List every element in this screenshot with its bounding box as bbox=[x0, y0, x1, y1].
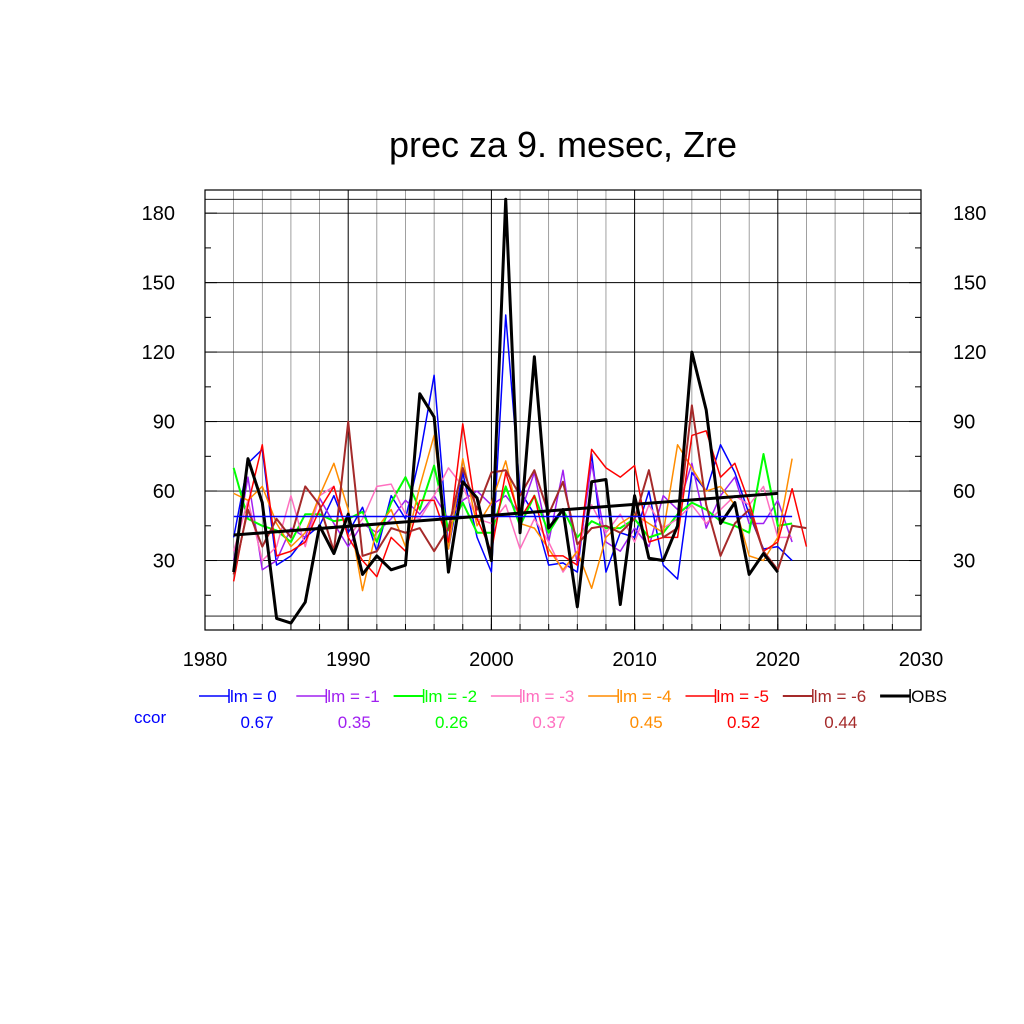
x-tick-label: 2030 bbox=[899, 649, 944, 671]
ccor-value: 0.67 bbox=[240, 713, 273, 732]
y-tick-label-left: 180 bbox=[142, 203, 175, 225]
legend-label: lm = -4 bbox=[619, 687, 671, 706]
ccor-value: 0.35 bbox=[338, 713, 371, 732]
grid bbox=[205, 190, 921, 630]
series-lines bbox=[232, 197, 808, 625]
y-tick-label-right: 180 bbox=[953, 203, 986, 225]
series-line-lm6 bbox=[232, 404, 807, 575]
ccor-value: 0.45 bbox=[630, 713, 663, 732]
axes: 1980 1990 2000 2010 2020 2030 30 30 60 60 90 90 120 1… bbox=[142, 203, 987, 671]
trend-line bbox=[233, 491, 778, 537]
x-tick-label: 2010 bbox=[612, 649, 657, 671]
x-tick-label: 1990 bbox=[326, 649, 371, 671]
y-tick-label-left: 150 bbox=[142, 273, 175, 295]
y-tick-label-right: 150 bbox=[953, 273, 986, 295]
series-line-lm2 bbox=[232, 453, 793, 543]
ccor-value: 0.26 bbox=[435, 713, 468, 732]
plot-frame bbox=[204, 189, 922, 631]
legend-label: OBS bbox=[911, 687, 947, 706]
y-tick-label-left: 60 bbox=[153, 481, 175, 503]
legend-label: lm = -6 bbox=[814, 687, 866, 706]
ccor-value: 0.37 bbox=[532, 713, 565, 732]
y-tick-label-right: 120 bbox=[953, 342, 986, 364]
ccor-label: ccor bbox=[134, 708, 166, 727]
y-tick-label-right: 90 bbox=[953, 412, 975, 434]
series-line-obs bbox=[232, 197, 779, 625]
legend-label: lm = -1 bbox=[327, 687, 379, 706]
x-tick-label: 2000 bbox=[469, 649, 514, 671]
x-tick-label: 1980 bbox=[183, 649, 228, 671]
legend-label: lm = -5 bbox=[717, 687, 769, 706]
y-tick-label-right: 60 bbox=[953, 481, 975, 503]
y-tick-label-left: 120 bbox=[142, 342, 175, 364]
y-tick-label-left: 90 bbox=[153, 412, 175, 434]
y-tick-label-left: 30 bbox=[153, 551, 175, 573]
legend-label: lm = -3 bbox=[522, 687, 574, 706]
y-tick-label-right: 30 bbox=[953, 551, 975, 573]
series-line-lm4 bbox=[233, 434, 793, 592]
chart-title: prec za 9. mesec, Zre bbox=[389, 124, 737, 165]
x-tick-label: 2020 bbox=[756, 649, 801, 671]
legend-label: lm = -2 bbox=[425, 687, 477, 706]
legend: lm = 0 0.67 lm = -1 0.35 lm = -2 0.26 lm = -3 0… bbox=[134, 687, 947, 732]
ccor-value: 0.52 bbox=[727, 713, 760, 732]
legend-label: lm = 0 bbox=[230, 687, 277, 706]
ccor-value: 0.44 bbox=[824, 713, 857, 732]
series-line-lm3 bbox=[232, 467, 793, 573]
